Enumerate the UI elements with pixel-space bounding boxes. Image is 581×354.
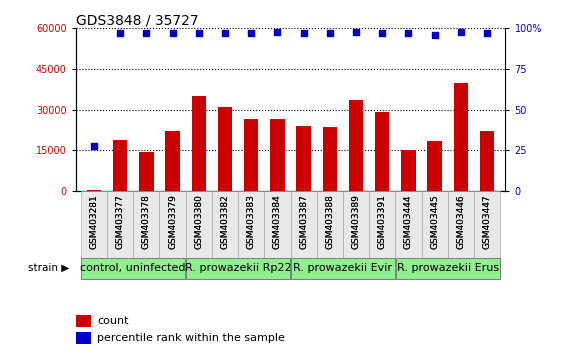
Text: GSM403445: GSM403445 (430, 195, 439, 249)
Text: GSM403388: GSM403388 (325, 195, 334, 250)
FancyBboxPatch shape (343, 191, 369, 258)
Point (246, 30, 256, 36)
Bar (87, 190, 101, 191)
Bar (454, 82, 468, 191)
Text: GSM403391: GSM403391 (378, 195, 387, 250)
Point (89, 143, 99, 148)
Text: GSM403383: GSM403383 (247, 195, 256, 250)
Bar (401, 150, 415, 191)
Text: R. prowazekii Rp22: R. prowazekii Rp22 (185, 263, 292, 273)
FancyBboxPatch shape (290, 191, 317, 258)
FancyBboxPatch shape (474, 191, 500, 258)
Bar (480, 131, 494, 191)
Text: GSM403377: GSM403377 (116, 195, 124, 250)
Bar (76, 315, 91, 327)
Text: GSM403380: GSM403380 (194, 195, 203, 250)
Text: GSM403387: GSM403387 (299, 195, 308, 250)
Point (299, 30, 309, 36)
Text: percentile rank within the sample: percentile rank within the sample (97, 333, 285, 343)
FancyBboxPatch shape (264, 191, 290, 258)
Text: GSM403447: GSM403447 (483, 195, 492, 249)
Text: GSM403388: GSM403388 (325, 195, 334, 250)
Text: GSM403378: GSM403378 (142, 195, 151, 250)
FancyBboxPatch shape (159, 191, 186, 258)
FancyBboxPatch shape (186, 258, 290, 279)
FancyBboxPatch shape (133, 191, 159, 258)
Text: GSM403379: GSM403379 (168, 195, 177, 250)
Text: GSM403384: GSM403384 (273, 195, 282, 249)
Point (378, 30, 387, 36)
Text: GSM403445: GSM403445 (430, 195, 439, 249)
Point (430, 32, 439, 38)
Text: GSM403387: GSM403387 (299, 195, 308, 250)
Bar (428, 141, 442, 191)
FancyBboxPatch shape (422, 191, 448, 258)
Text: GSM403444: GSM403444 (404, 195, 413, 249)
FancyBboxPatch shape (395, 191, 422, 258)
Bar (113, 139, 127, 191)
Text: GSM403382: GSM403382 (220, 195, 229, 249)
Text: GSM403447: GSM403447 (483, 195, 492, 249)
Text: GSM403384: GSM403384 (273, 195, 282, 249)
Point (325, 30, 335, 36)
Point (220, 30, 229, 36)
FancyBboxPatch shape (212, 191, 238, 258)
Text: GSM403446: GSM403446 (457, 195, 465, 249)
Text: GSM403377: GSM403377 (116, 195, 124, 250)
Text: GSM403446: GSM403446 (457, 195, 465, 249)
FancyBboxPatch shape (291, 258, 395, 279)
Point (142, 30, 151, 36)
FancyBboxPatch shape (448, 191, 474, 258)
FancyBboxPatch shape (317, 191, 343, 258)
Point (116, 30, 125, 36)
Point (482, 30, 492, 36)
Bar (375, 113, 389, 191)
Text: count: count (97, 316, 128, 326)
Bar (349, 100, 363, 191)
Text: GSM403281: GSM403281 (89, 195, 98, 249)
FancyBboxPatch shape (396, 258, 500, 279)
Text: R. prowazekii Evir: R. prowazekii Evir (293, 263, 392, 273)
Text: GSM403379: GSM403379 (168, 195, 177, 250)
Text: GSM403389: GSM403389 (352, 195, 361, 250)
Text: R. prowazekii Erus: R. prowazekii Erus (397, 263, 499, 273)
Text: GDS3848 / 35727: GDS3848 / 35727 (76, 13, 198, 27)
Point (352, 29, 361, 34)
Bar (244, 119, 259, 191)
Text: strain ▶: strain ▶ (28, 263, 70, 273)
FancyBboxPatch shape (81, 258, 185, 279)
FancyBboxPatch shape (238, 191, 264, 258)
Bar (192, 96, 206, 191)
Point (272, 29, 282, 34)
Bar (218, 107, 232, 191)
FancyBboxPatch shape (81, 191, 107, 258)
Text: GSM403382: GSM403382 (220, 195, 229, 249)
Point (456, 29, 465, 34)
Text: GSM403380: GSM403380 (194, 195, 203, 250)
Bar (322, 127, 337, 191)
Point (194, 30, 203, 36)
Text: GSM403281: GSM403281 (89, 195, 98, 249)
Bar (296, 126, 311, 191)
FancyBboxPatch shape (107, 191, 133, 258)
Text: GSM403444: GSM403444 (404, 195, 413, 249)
Point (404, 30, 413, 36)
Text: GSM403378: GSM403378 (142, 195, 151, 250)
Text: GSM403389: GSM403389 (352, 195, 361, 250)
FancyBboxPatch shape (186, 191, 212, 258)
Bar (270, 119, 285, 191)
Bar (166, 131, 180, 191)
Text: control, uninfected: control, uninfected (80, 263, 186, 273)
Point (168, 30, 177, 36)
Bar (139, 152, 153, 191)
FancyBboxPatch shape (369, 191, 395, 258)
Text: GSM403391: GSM403391 (378, 195, 387, 250)
Bar (76, 332, 91, 344)
Text: GSM403383: GSM403383 (247, 195, 256, 250)
